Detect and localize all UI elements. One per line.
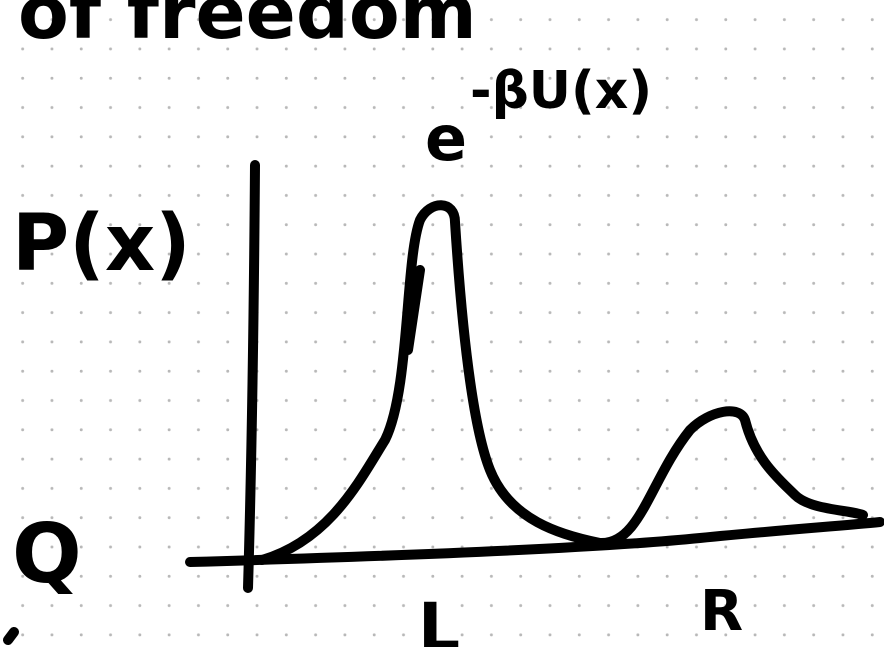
- page: of freedom e -βU(x) P(x) Q L R (() => { …: [0, 0, 884, 647]
- margin-mark: [8, 632, 14, 640]
- formula-base: e: [425, 102, 467, 175]
- l-label: L: [418, 589, 460, 647]
- r-label: R: [700, 579, 743, 644]
- q-label: Q: [12, 507, 82, 602]
- formula-exponent: -βU(x): [470, 61, 652, 121]
- vertical-axis: [248, 165, 255, 588]
- sketch: of freedom e -βU(x) P(x) Q L R: [0, 0, 884, 647]
- probability-curve: [262, 205, 863, 560]
- y-axis-label: P(x): [12, 199, 191, 289]
- title: of freedom: [18, 0, 477, 56]
